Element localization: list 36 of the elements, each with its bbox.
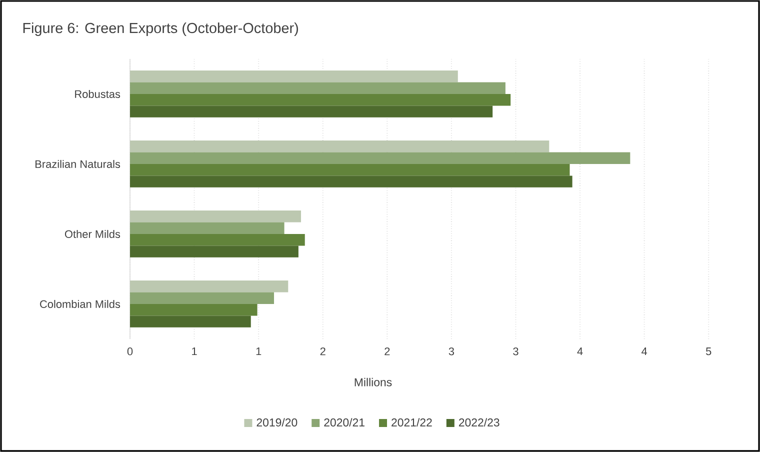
bar <box>130 316 251 328</box>
bar <box>130 292 274 304</box>
bar <box>130 222 284 234</box>
x-tick-label: 4 <box>642 348 648 356</box>
bar <box>130 246 298 258</box>
x-tick-label: 5 <box>706 348 712 356</box>
x-tick-label: 1 <box>192 348 197 356</box>
legend-label: 2021/22 <box>392 418 432 426</box>
x-tick-label: 0 <box>127 348 133 356</box>
bar <box>130 304 258 316</box>
x-tick-label: 3 <box>448 348 454 356</box>
bar <box>130 210 302 222</box>
x-tick-label: 3 <box>513 348 518 356</box>
x-tick-label: 1 <box>256 348 262 356</box>
bar <box>130 94 511 106</box>
x-axis-title: Millions <box>354 378 392 386</box>
bar <box>130 106 493 118</box>
x-tick-label: 2 <box>320 348 326 356</box>
chart-title: Figure 6: Green Exports (October-October) <box>23 22 298 36</box>
legend-label: 2019/20 <box>256 418 298 426</box>
legend-label: 2022/23 <box>458 418 500 426</box>
x-tick-label: 2 <box>384 348 390 356</box>
bar <box>130 164 570 176</box>
bar <box>130 70 458 82</box>
y-tick-label: Brazilian Naturals <box>36 160 120 168</box>
bar <box>130 82 506 94</box>
bar <box>130 234 305 246</box>
y-tick-label: Robustas <box>75 90 120 98</box>
bar <box>130 280 288 292</box>
y-tick-label: Colombian Milds <box>40 300 120 308</box>
bar <box>130 140 550 152</box>
y-tick-label: Other Milds <box>64 230 120 238</box>
legend-label: 2020/21 <box>324 418 364 426</box>
bar <box>130 176 572 188</box>
x-tick-label: 4 <box>577 348 583 356</box>
bar <box>130 152 630 164</box>
